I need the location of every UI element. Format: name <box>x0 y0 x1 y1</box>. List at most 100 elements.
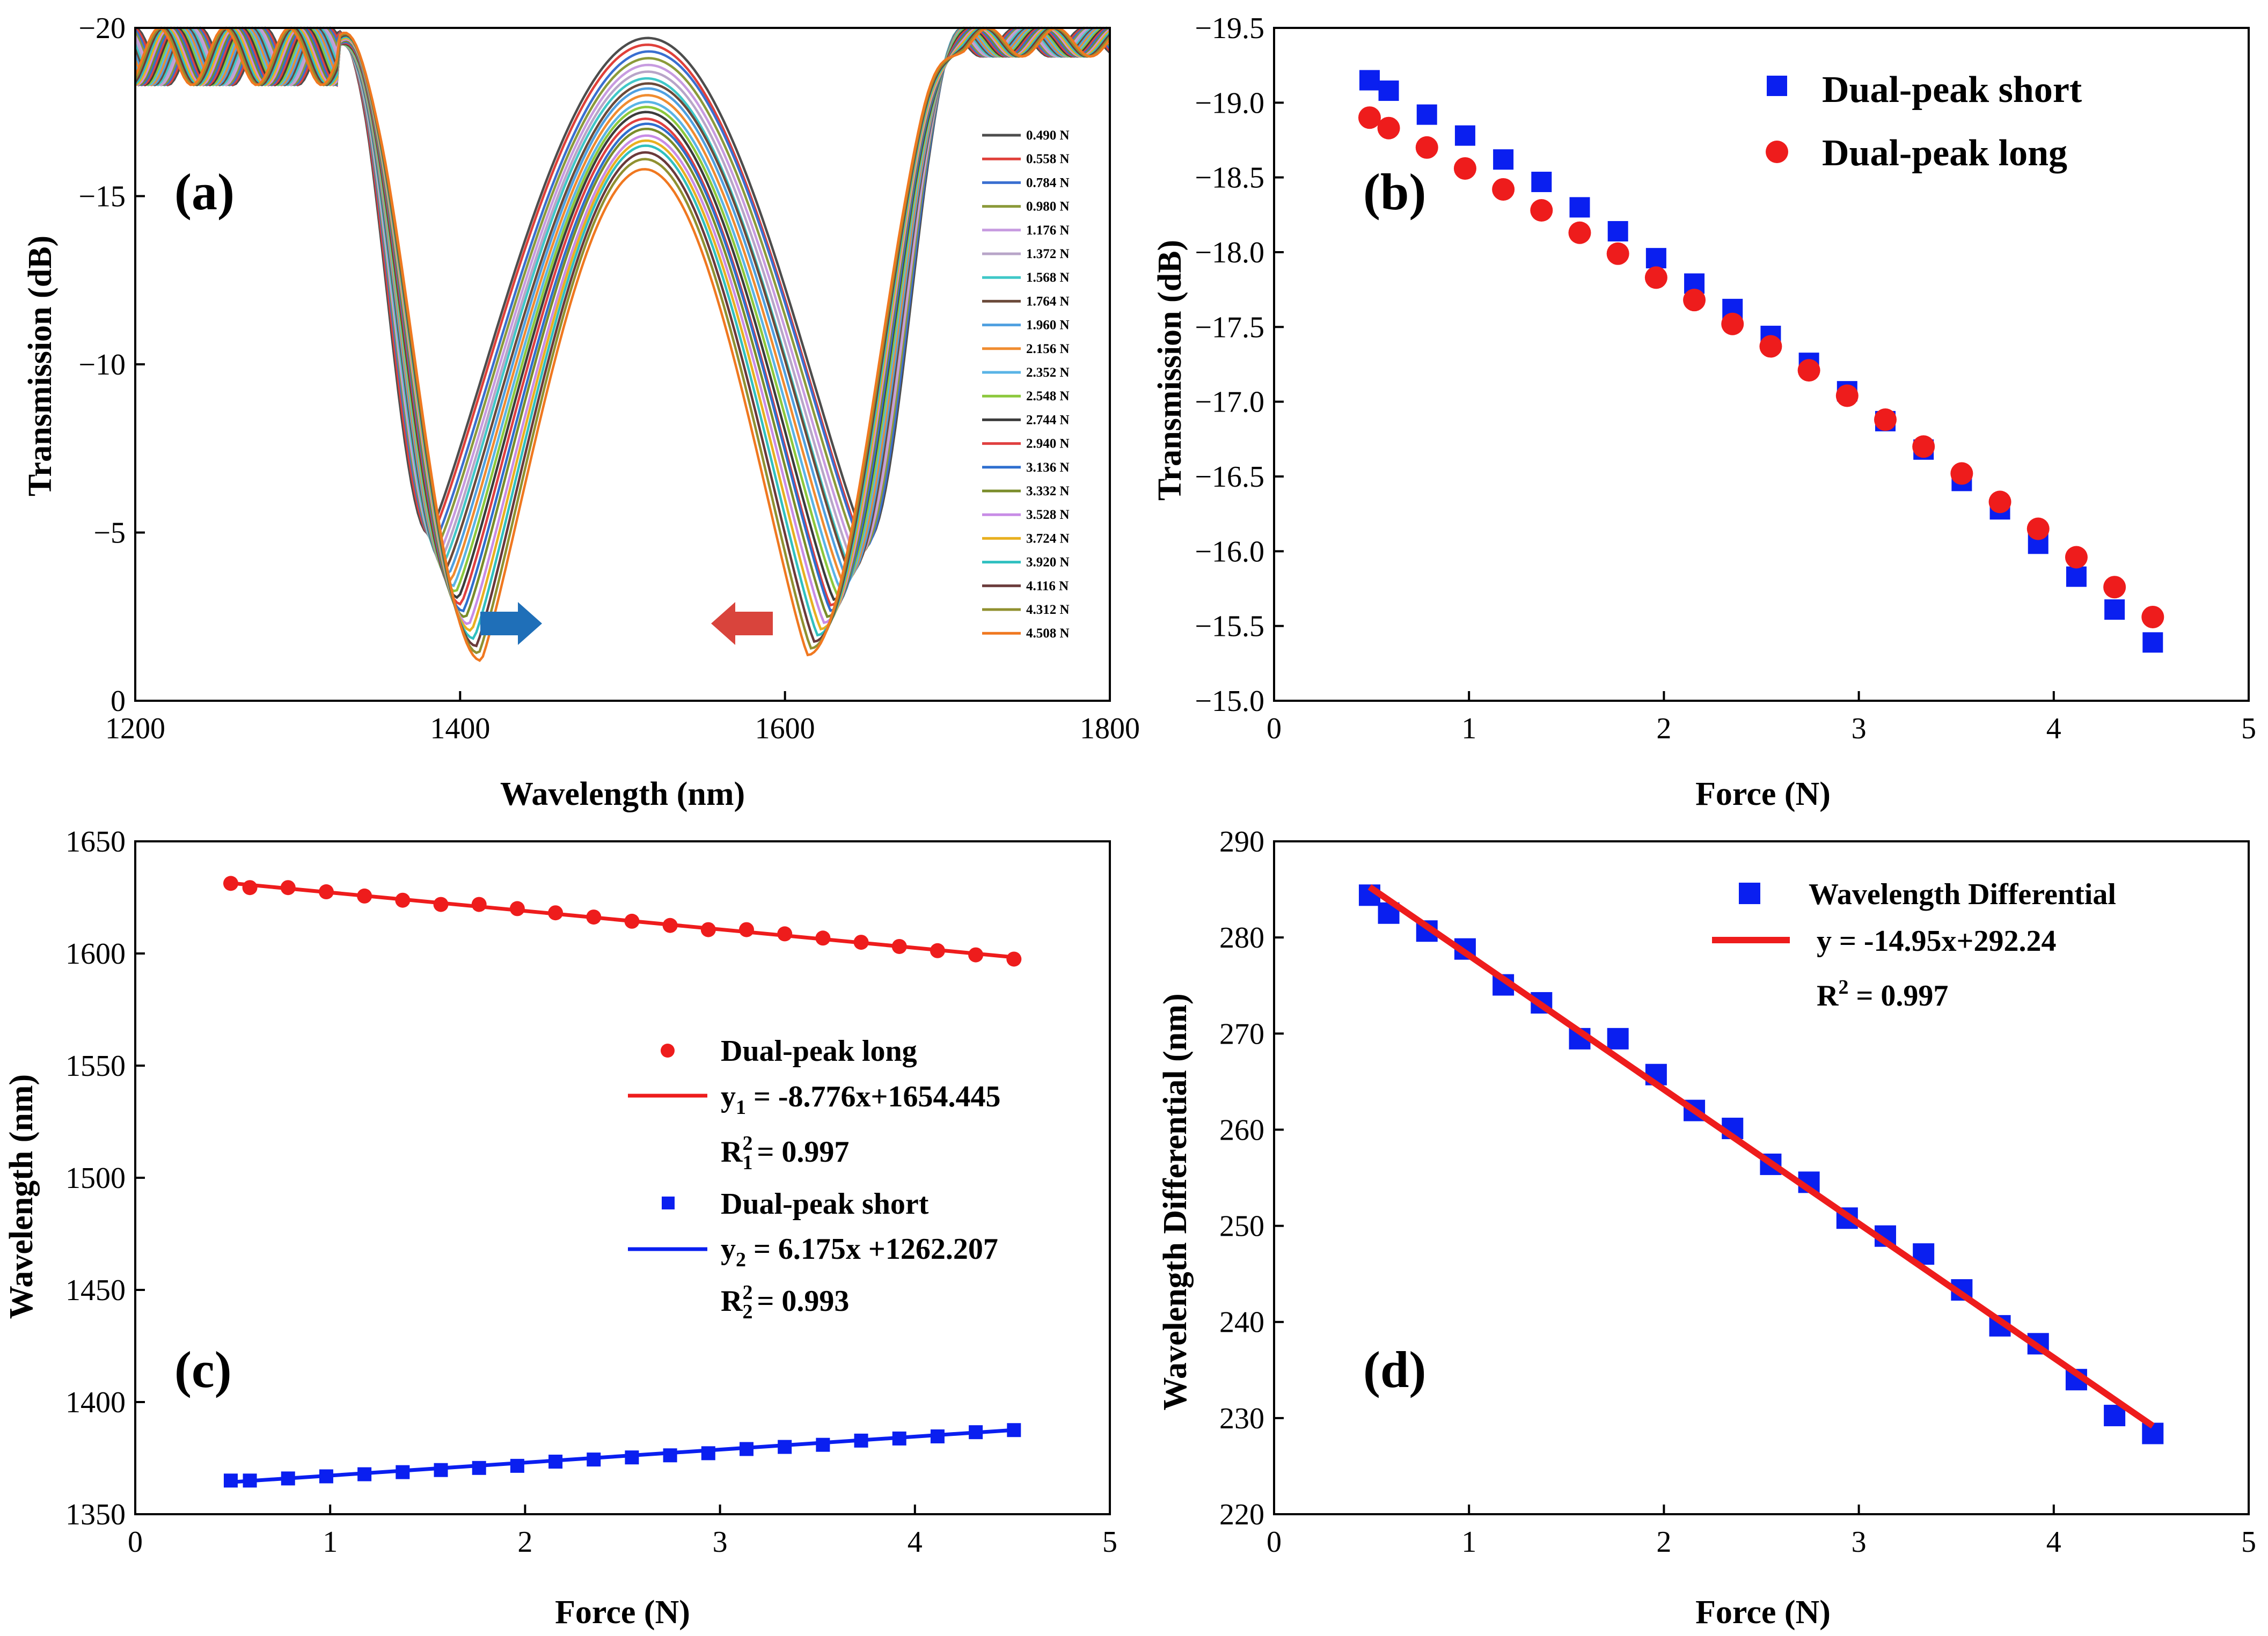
data-point-circle <box>1874 408 1897 431</box>
r2-sup: 2 <box>742 1281 752 1304</box>
panel-d-xtick-label: 0 <box>1267 1525 1282 1559</box>
r2-body: = 0.997 <box>1848 979 1948 1013</box>
data-point-square <box>778 1440 792 1454</box>
fit-equation-short: y2 = 6.175x +1262.207 <box>721 1232 998 1271</box>
r2-body: = 0.997 <box>757 1135 849 1169</box>
data-point-square <box>587 1452 601 1467</box>
eq-y: y <box>721 1080 736 1113</box>
panel-d-xtick-label: 3 <box>1852 1525 1867 1559</box>
legend-label: 0.980 N <box>1026 200 1070 214</box>
data-point-circle <box>1683 289 1706 312</box>
panel-a-ytick-label: −20 <box>78 12 126 45</box>
panel-a-xlabel: Wavelength (nm) <box>500 776 745 812</box>
eq-sub: 1 <box>736 1096 746 1119</box>
right-arrow-icon <box>480 602 542 645</box>
data-point-circle <box>700 922 716 937</box>
legend-label: 0.558 N <box>1026 152 1070 166</box>
data-point-square <box>548 1455 563 1469</box>
panel-c-ytick-label: 1500 <box>65 1162 126 1195</box>
panel-d-ylabel: Wavelength Differential (nm) <box>1157 993 1194 1410</box>
panel-d: 0 1 2 3 4 5 220 230 240 250 260 270 280 290 Wavelengt… <box>1157 825 2256 1631</box>
panel-b-xtick-label: 5 <box>2241 712 2256 745</box>
panel-c-xlabel: Force (N) <box>555 1594 690 1631</box>
panel-c-ylabel: Wavelength (nm) <box>3 1074 40 1319</box>
panel-a-ytick-label: 0 <box>111 685 126 718</box>
panel-c-markers <box>223 876 1022 1488</box>
data-point-square <box>2104 599 2125 620</box>
legend-label: 1.960 N <box>1026 318 1070 333</box>
eq-body: = 6.175x +1262.207 <box>746 1232 998 1266</box>
data-point-square <box>892 1431 906 1446</box>
fit-r2-short: R2 2 = 0.993 <box>721 1281 849 1323</box>
data-point-square <box>472 1461 486 1475</box>
data-point-circle <box>2065 546 2088 569</box>
panel-b-ytick-label: −15.5 <box>1195 610 1264 643</box>
data-point-square <box>1454 125 1475 146</box>
legend-label-dual-peak-long: Dual-peak long <box>721 1035 917 1068</box>
fit-line <box>1367 884 2155 1429</box>
data-point-circle <box>2141 605 2164 628</box>
legend-label: 0.490 N <box>1026 128 1070 143</box>
data-point-square <box>243 1473 257 1488</box>
r2-sub: 2 <box>742 1301 752 1323</box>
panel-c-legend: Dual-peak long y1 = -8.776x+1654.445 R 2 1… <box>628 1035 1000 1323</box>
legend-label: 4.508 N <box>1026 626 1070 641</box>
panel-b-xtick-label: 3 <box>1852 712 1867 745</box>
legend-label: 2.744 N <box>1026 413 1070 427</box>
data-point-square <box>1007 1423 1021 1437</box>
legend-label: 3.528 N <box>1026 508 1070 522</box>
panel-b-frame <box>1273 27 2250 702</box>
data-point-square <box>739 1442 753 1456</box>
panel-b-xtick-label: 4 <box>2046 712 2061 745</box>
data-point-circle <box>1606 242 1629 265</box>
data-point-circle <box>1006 951 1022 967</box>
panel-a-xtick-label: 1800 <box>1080 712 1140 745</box>
data-point-square <box>357 1467 372 1481</box>
panel-c-xtick-label: 1 <box>323 1525 338 1559</box>
legend-marker-square <box>662 1197 675 1209</box>
panel-a-ylabel: Transmission (dB) <box>22 236 58 496</box>
fit-equation-long: y1 = -8.776x+1654.445 <box>721 1080 1000 1119</box>
data-point-circle <box>471 897 487 912</box>
panel-b-ytick-label: −19.0 <box>1195 86 1264 120</box>
data-point-circle <box>1912 435 1935 458</box>
panel-a-legend: 0.490 N 0.558 N 0.784 N 0.980 N 1.176 N 1.372… <box>982 128 1070 641</box>
panel-d-legend: Wavelength Differential y = -14.95x+292.… <box>1712 878 2116 1013</box>
panel-b-ylabel: Transmission (dB) <box>1152 240 1188 501</box>
panel-b-xtick-label: 1 <box>1461 712 1476 745</box>
panel-b-xtick-label: 2 <box>1656 712 1671 745</box>
panel-a: 0.490 N 0.558 N 0.784 N 0.980 N 1.176 N 1.372… <box>22 12 1140 812</box>
data-point-circle <box>509 901 525 916</box>
data-point-circle <box>1453 157 1476 180</box>
data-point-circle <box>1759 335 1782 358</box>
panel-c-xtick-label: 0 <box>128 1525 143 1559</box>
legend-marker-circle <box>661 1044 675 1058</box>
data-point-circle <box>223 876 238 891</box>
legend-label-wavelength-differential: Wavelength Differential <box>1809 878 2116 911</box>
panel-d-ytick-label: 240 <box>1219 1306 1264 1339</box>
data-point-circle <box>2026 517 2050 540</box>
panel-d-axes: 0 1 2 3 4 5 220 230 240 250 260 270 280 290 <box>1219 825 2256 1559</box>
legend-label: 1.176 N <box>1026 223 1070 238</box>
panel-b-ytick-label: −17.0 <box>1195 386 1264 419</box>
legend-label: 2.156 N <box>1026 342 1070 356</box>
panel-d-xlabel: Force (N) <box>1695 1594 1831 1631</box>
data-point-square <box>2142 1422 2164 1444</box>
data-point-circle <box>930 943 945 958</box>
panel-a-xtick-label: 1400 <box>430 712 490 745</box>
panel-c-ytick-label: 1550 <box>65 1050 126 1083</box>
data-point-circle <box>1358 106 1381 129</box>
legend-label: 1.568 N <box>1026 270 1070 285</box>
legend-label: 1.764 N <box>1026 294 1070 309</box>
panel-d-markers <box>1358 884 2164 1444</box>
panel-c-ytick-label: 1650 <box>65 825 126 859</box>
data-point-square <box>281 1471 295 1486</box>
panel-d-ytick-label: 280 <box>1219 921 1264 955</box>
data-point-circle <box>1797 359 1820 382</box>
data-point-square <box>701 1446 715 1461</box>
panel-d-frame <box>1273 840 2250 1515</box>
r2-r: R <box>721 1135 743 1169</box>
panel-d-ytick-label: 250 <box>1219 1210 1264 1243</box>
